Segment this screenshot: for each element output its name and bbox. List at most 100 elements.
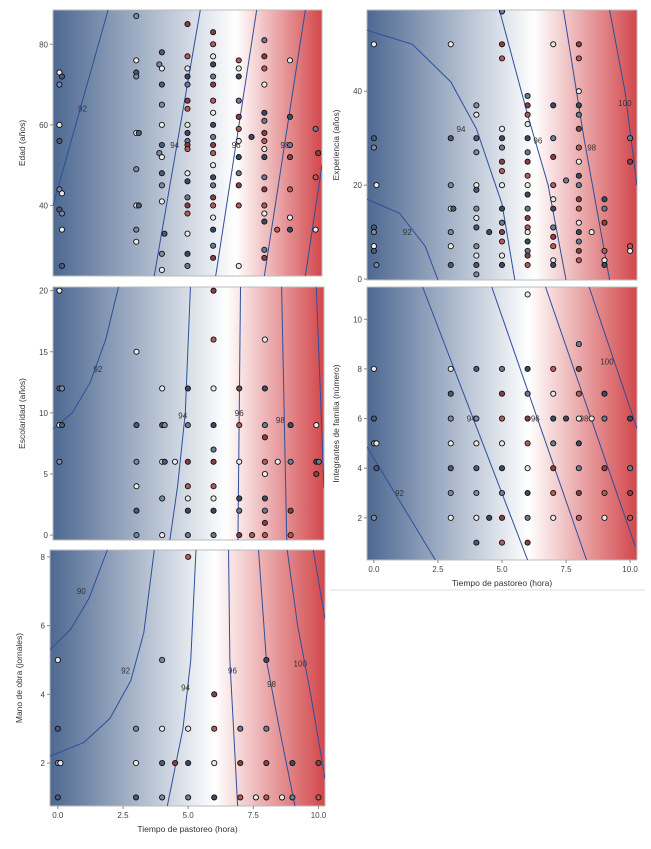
data-point <box>185 794 192 801</box>
data-point <box>235 125 242 132</box>
data-point <box>312 125 319 132</box>
data-point <box>575 205 582 212</box>
data-point <box>373 261 380 269</box>
data-point <box>473 261 480 269</box>
data-point <box>550 415 557 422</box>
contour-label: 94 <box>467 415 476 424</box>
data-point <box>235 97 242 104</box>
plot-area: 92 94 96 98 <box>53 287 324 540</box>
contour-label: 94 <box>181 683 190 692</box>
data-point <box>575 219 582 226</box>
data-point <box>286 186 294 193</box>
data-point <box>498 55 506 62</box>
response-surface <box>49 549 326 807</box>
data-point <box>286 154 294 161</box>
data-point <box>473 149 480 156</box>
plot-area: 90 92 94 96 98 100 <box>50 550 325 806</box>
contour-line <box>53 10 109 206</box>
data-point <box>158 49 165 56</box>
data-point <box>161 458 168 465</box>
data-point <box>54 656 61 664</box>
data-point <box>184 385 191 392</box>
data-point <box>132 794 140 801</box>
contour-label: 98 <box>587 144 596 153</box>
data-point <box>524 238 531 245</box>
data-point <box>158 141 165 149</box>
data-point <box>575 158 582 165</box>
data-point <box>370 229 377 236</box>
data-point <box>550 233 557 240</box>
data-point <box>550 489 557 497</box>
data-point <box>524 489 531 497</box>
data-point <box>261 495 268 502</box>
data-point <box>524 92 531 99</box>
data-point <box>261 532 268 539</box>
data-point <box>287 532 294 539</box>
contour-label: 96 <box>531 415 540 424</box>
data-point <box>132 725 140 732</box>
data-point <box>184 230 191 237</box>
contour-line <box>588 287 637 429</box>
data-point <box>498 135 506 142</box>
data-point <box>550 365 557 372</box>
data-point <box>261 65 268 72</box>
data-point <box>210 162 217 169</box>
data-point <box>286 113 294 120</box>
data-point <box>135 129 142 136</box>
data-point <box>473 102 480 109</box>
data-point <box>550 440 557 447</box>
contour-label: 100 <box>294 659 308 668</box>
data-point <box>54 794 61 801</box>
data-point <box>575 196 582 203</box>
data-point <box>447 415 454 422</box>
data-point <box>261 145 268 153</box>
data-point <box>370 514 377 521</box>
contour-line <box>367 29 516 280</box>
data-point <box>498 144 506 151</box>
data-point <box>261 117 268 124</box>
data-point <box>172 759 179 767</box>
data-point <box>550 205 557 212</box>
x-axis-title: Tiempo de pastoreo (hora) <box>137 824 237 834</box>
data-point <box>524 291 531 298</box>
data-point <box>447 440 454 447</box>
data-point <box>498 229 506 236</box>
y-tick-label: 6 <box>41 622 46 631</box>
contour-label: 92 <box>93 365 102 374</box>
data-point <box>261 422 268 429</box>
x-tick-label: 5.0 <box>183 811 195 820</box>
data-point <box>601 196 608 203</box>
data-point <box>56 137 63 145</box>
data-point <box>447 514 454 521</box>
data-point <box>627 158 634 165</box>
data-point <box>210 458 217 465</box>
data-point <box>575 415 582 422</box>
data-point <box>261 458 268 465</box>
data-point <box>313 470 320 478</box>
data-point <box>498 440 506 447</box>
data-point <box>235 170 242 177</box>
data-point <box>236 458 243 465</box>
data-point <box>473 214 480 222</box>
y-tick-label: 0 <box>358 275 363 284</box>
data-point <box>498 182 506 189</box>
data-point <box>57 759 64 767</box>
data-point <box>550 196 557 203</box>
data-point <box>235 262 242 269</box>
data-point <box>370 415 377 422</box>
contour-line <box>53 287 119 430</box>
data-point <box>158 65 165 72</box>
data-point <box>575 125 582 132</box>
x-axis-title: Tiempo de pastoreo (hora) <box>452 578 552 588</box>
data-point <box>133 57 140 64</box>
data-point <box>562 177 570 184</box>
contour-label: 90 <box>77 587 86 596</box>
data-point <box>575 365 582 372</box>
data-point <box>210 97 217 104</box>
x-tick-label: 5.0 <box>496 565 508 574</box>
data-point <box>313 422 320 429</box>
data-point <box>184 129 191 136</box>
data-point <box>524 465 531 472</box>
data-point <box>210 214 217 221</box>
data-point <box>210 133 217 141</box>
